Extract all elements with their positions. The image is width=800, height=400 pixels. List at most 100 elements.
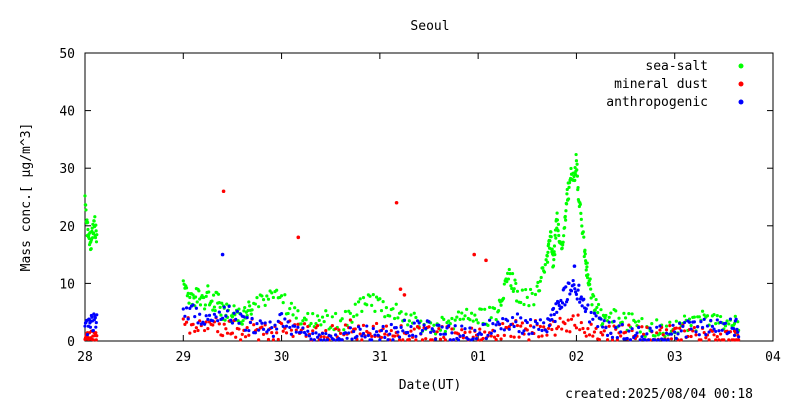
series-layer (83, 152, 741, 342)
data-point (374, 295, 379, 299)
data-point (668, 324, 672, 328)
data-point (546, 242, 551, 246)
data-point (694, 330, 698, 334)
data-point (687, 320, 692, 324)
data-point (582, 254, 586, 259)
data-point (579, 217, 583, 221)
x-tick-label: 01 (470, 350, 486, 365)
data-point (406, 330, 410, 335)
data-point (420, 338, 425, 342)
data-point (194, 306, 198, 310)
data-point (204, 294, 208, 298)
data-point (92, 219, 96, 223)
data-point (715, 314, 719, 318)
data-point (283, 293, 287, 297)
data-point (563, 303, 567, 307)
x-axis-label: Date(UT) (399, 378, 462, 393)
data-point (553, 333, 557, 337)
data-point (414, 338, 418, 342)
data-point (520, 321, 524, 325)
data-point (393, 334, 397, 338)
data-point-outlier (484, 258, 488, 263)
data-point (250, 316, 254, 321)
data-point (243, 306, 247, 310)
data-point (353, 327, 357, 331)
data-point (371, 293, 375, 297)
data-point (519, 300, 523, 305)
data-point (501, 321, 505, 326)
data-point (373, 333, 377, 337)
data-point (193, 295, 198, 299)
data-point (95, 313, 99, 317)
data-point (601, 325, 605, 329)
data-point (694, 333, 698, 337)
data-point (505, 280, 509, 284)
data-point (502, 328, 506, 332)
data-point (633, 320, 638, 324)
data-point (668, 320, 672, 324)
data-point (84, 208, 88, 212)
data-point (682, 329, 687, 333)
data-point (605, 338, 610, 342)
data-point (574, 326, 579, 330)
y-tick-label: 30 (59, 162, 75, 177)
data-point (198, 303, 203, 307)
data-point (712, 333, 716, 337)
data-point (93, 236, 98, 240)
data-point (574, 152, 578, 157)
data-point (288, 325, 292, 330)
data-point (622, 311, 626, 315)
data-point (645, 325, 649, 329)
data-point (506, 271, 510, 275)
data-point (567, 181, 572, 185)
data-point (319, 323, 323, 327)
data-point-outlier (221, 189, 226, 194)
data-point (440, 325, 444, 329)
data-point (591, 317, 595, 321)
data-point (94, 229, 98, 233)
data-point (311, 331, 315, 336)
data-point-outlier (572, 264, 577, 268)
data-point (218, 305, 222, 309)
data-point (234, 335, 238, 339)
data-point (191, 322, 195, 326)
series-sea-salt (83, 152, 741, 339)
data-point (512, 335, 516, 339)
data-point (473, 313, 477, 317)
data-point (692, 320, 696, 324)
data-point (578, 202, 582, 206)
data-point (609, 311, 613, 315)
data-point (83, 324, 87, 328)
data-point (224, 314, 228, 318)
data-point (281, 324, 285, 328)
data-point (710, 324, 714, 328)
data-point (311, 312, 315, 316)
data-point (728, 317, 733, 321)
data-point (235, 309, 239, 313)
data-point (450, 316, 454, 321)
data-point (599, 308, 603, 312)
data-point (732, 321, 737, 326)
data-point (94, 325, 98, 329)
data-point (707, 330, 711, 334)
data-point (542, 325, 546, 329)
data-point (309, 337, 313, 341)
data-point (468, 318, 472, 322)
data-point (263, 303, 267, 307)
data-point (553, 319, 557, 324)
data-point (229, 318, 233, 322)
data-point (648, 326, 652, 330)
data-point (252, 323, 256, 327)
data-point (193, 329, 197, 333)
data-point (411, 333, 415, 337)
data-point (293, 306, 297, 310)
data-point (589, 287, 593, 291)
data-point (643, 338, 647, 342)
data-point (316, 335, 320, 339)
data-point (574, 292, 579, 296)
data-point (527, 338, 531, 342)
data-point (705, 314, 710, 318)
data-point (330, 315, 334, 319)
data-point (245, 316, 249, 320)
data-point (324, 328, 328, 333)
